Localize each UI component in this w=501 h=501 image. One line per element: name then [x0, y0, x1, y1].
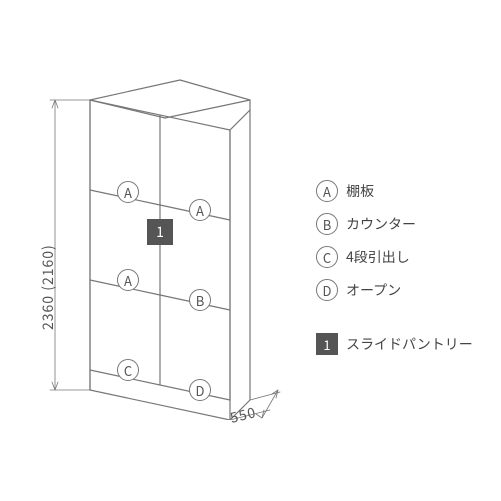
legend-row-c: C 4段引出し: [316, 246, 471, 268]
legend-label-c: 4段引出し: [346, 247, 410, 267]
legend-label-b: カウンター: [346, 214, 416, 234]
legend-key-d: D: [316, 279, 338, 301]
dim-height-secondary: (2160): [38, 244, 58, 291]
compartment-label-c: C: [117, 359, 139, 381]
legend-key-b: B: [316, 213, 338, 235]
legend-label-d: オープン: [346, 280, 401, 300]
legend-row-d: D オープン: [316, 279, 471, 301]
compartment-label-a: A: [117, 269, 139, 291]
legend-key-a: A: [316, 180, 338, 202]
dim-height-primary: 2360: [38, 295, 58, 330]
legend-type-row-1: 1 スライドパントリー: [316, 333, 471, 355]
legend-row-b: B カウンター: [316, 213, 471, 235]
dim-height: 2360 (2160): [38, 244, 58, 330]
compartment-label-b: B: [189, 289, 211, 311]
legend: A 棚板 B カウンター C 4段引出し D オープン 1 スライドパントリー: [316, 180, 471, 355]
compartment-label-a: A: [189, 199, 211, 221]
legend-type-label-1: スライドパントリー: [346, 334, 473, 354]
compartment-label-d: D: [189, 379, 211, 401]
legend-key-c: C: [316, 246, 338, 268]
legend-row-a: A 棚板: [316, 180, 471, 202]
compartment-label-a: A: [117, 181, 139, 203]
diagram-root: 2360 (2160) 550 AAABCD 1 A棚板BカウンターC4段引出し…: [0, 0, 501, 501]
legend-label-a: 棚板: [346, 181, 374, 201]
legend-type-key-1: 1: [316, 333, 338, 355]
type-badge-1: 1: [147, 219, 173, 245]
